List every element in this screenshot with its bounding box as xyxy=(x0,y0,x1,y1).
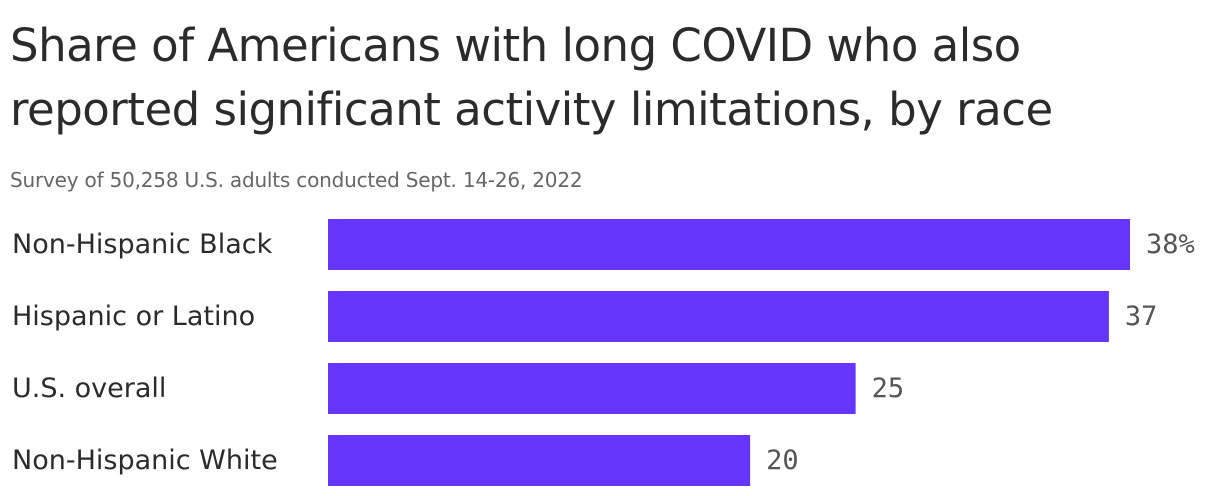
bar xyxy=(328,219,1130,270)
bar xyxy=(328,363,856,414)
bar xyxy=(328,291,1109,342)
value-label: 37 xyxy=(1125,301,1158,332)
category-label: Non-Hispanic White xyxy=(12,445,278,476)
bar xyxy=(328,435,751,486)
category-label: Hispanic or Latino xyxy=(12,301,255,332)
category-label: U.S. overall xyxy=(12,373,166,404)
value-label: 25 xyxy=(872,373,905,404)
chart-title: Share of Americans with long COVID who a… xyxy=(10,19,1053,136)
value-label: 38% xyxy=(1146,229,1195,260)
chart-subtitle: Survey of 50,258 U.S. adults conducted S… xyxy=(10,168,583,192)
value-label: 20 xyxy=(766,445,799,476)
category-label: Non-Hispanic Black xyxy=(12,229,273,260)
